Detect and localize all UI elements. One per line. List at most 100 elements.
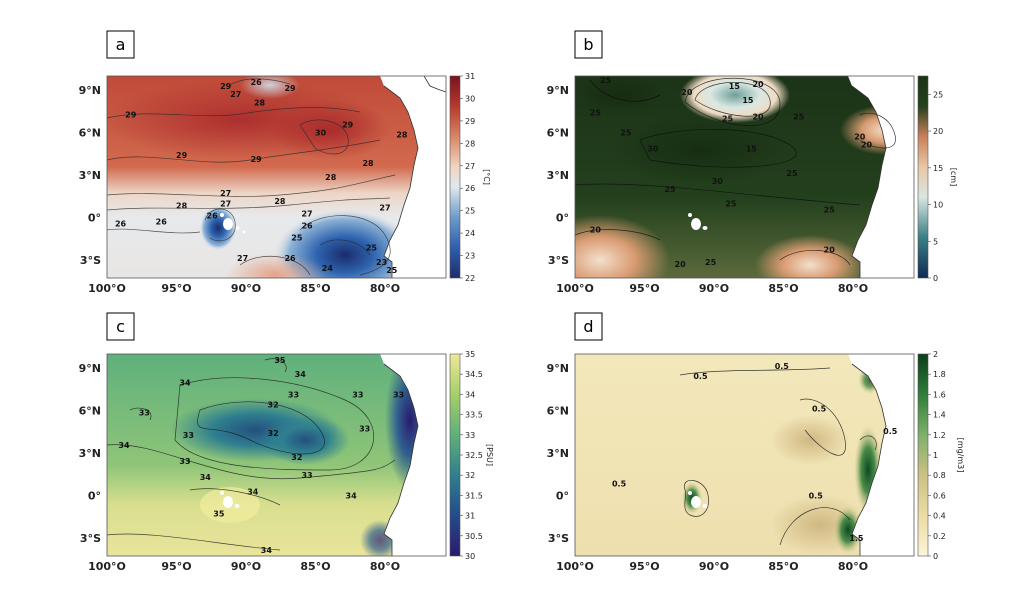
colorbar-tick-label: 1.4 [933,411,946,420]
panel-letter-box [106,312,135,341]
contour-label: 27 [220,199,231,208]
colorbar [917,75,929,279]
panel-letter: d [583,317,593,336]
contour-label: 23 [376,258,387,267]
contour-label: 0.5 [809,491,824,500]
map-field [575,354,914,556]
unit-label: [°C] [482,169,491,185]
contour-label: 20 [854,133,866,142]
lat-tick-label: 9°N [547,84,569,97]
lon-tick-label: 90°O [231,560,261,573]
contour-label: 20 [590,226,602,235]
contour-label: 30 [712,177,724,186]
contour-label: 1.5 [849,534,864,543]
contour-label: 34 [295,370,307,379]
colorbar-tick-label: 25 [465,207,475,216]
contour-label: 15 [729,82,741,91]
lon-tick-label: 100°O [88,560,126,573]
colorbar-ticks: 30 30.5 31 31.5 32 32.5 33 33.5 34 34.5 35 [460,350,483,561]
contour-label: 29 [176,151,188,160]
lat-tick-label: 0° [556,489,569,502]
colorbar-tick-label: 34.5 [465,370,483,379]
colorbar-tick-label: 32 [465,471,475,480]
contour-label: 28 [274,197,286,206]
contour-label: 34 [179,378,191,387]
colorbar-tick-label: 35 [465,350,475,359]
contour-label: 0.5 [693,372,708,381]
contour-label: 33 [352,390,363,399]
lon-tick-label: 80°O [370,560,400,573]
contour-label: 26 [251,78,263,87]
lat-tick-label: 0° [88,211,101,224]
contour-label: 28 [362,159,374,168]
lon-tick-label: 95°O [629,282,659,295]
lon-tick-label: 85°O [300,560,330,573]
panel-b: b [547,30,958,295]
colorbar-ticks: 0 5 10 15 20 25 [928,90,943,283]
contour-label: 28 [176,201,188,210]
contour-label: 26 [156,217,168,226]
lat-tick-label: 6°N [547,405,569,418]
contour-label: 35 [213,510,225,519]
lon-tick-label: 85°O [300,282,330,295]
contour-label: 25 [366,244,378,253]
colorbar-tick-label: 31 [465,512,475,521]
contour-label: 25 [705,258,717,267]
colorbar-tick-label: 30 [465,94,475,103]
colorbar-tick-label: 1.6 [933,390,946,399]
contour-label: 30 [647,145,659,154]
lon-tick-label: 100°O [556,560,594,573]
lon-ticks: 100°O 95°O 90°O 85°O 80°O [88,560,400,573]
contour-label: 33 [393,390,404,399]
contour-label: 28 [396,131,408,140]
unit-label: [mg/m3] [956,438,965,473]
colorbar-tick-label: 0.6 [933,491,946,500]
contour-label: 25 [291,234,303,243]
colorbar-tick-label: 0.8 [933,471,946,480]
lat-ticks: 9°N 6°N 3°N 0° 3°S [79,84,101,267]
contour-label: 20 [824,246,836,255]
contour-label: 33 [359,425,370,434]
contour-label: 25 [600,76,612,85]
contour-label: 33 [179,457,190,466]
contour-label: 0.5 [612,479,627,488]
contour-labels: 35 34 34 33 33 32 33 33 32 32 34 33 33 34 34 35 34 34 33 33 [118,356,404,555]
colorbar-tick-label: 31.5 [465,491,483,500]
colorbar-tick-label: 1 [933,451,938,460]
panel-letter-box [574,30,603,59]
contour-label: 27 [230,90,241,99]
contour-label: 35 [274,356,286,365]
contour-label: 27 [301,209,312,218]
contour-label: 15 [742,96,754,105]
panel-letter: a [116,35,126,54]
colorbar-tick-label: 2 [933,350,938,359]
colorbar-tick-label: 0.2 [933,532,946,541]
map-frame [574,75,915,279]
lat-tick-label: 6°N [547,127,569,140]
panel-letter-box [574,312,603,341]
colorbar-tick-label: 33 [465,431,475,440]
contour-label: 25 [620,129,632,138]
lon-tick-label: 90°O [231,282,261,295]
colorbar-tick-label: 10 [933,201,943,210]
lon-tick-label: 95°O [161,282,191,295]
contour-label: 26 [301,221,313,230]
colorbar-tick-label: 29 [465,117,475,126]
contour-label: 33 [288,390,299,399]
colorbar-tick-label: 24 [465,229,475,238]
colorbar-tick-label: 0 [933,274,938,283]
panel-letter: c [116,317,125,336]
colorbar-tick-label: 30.5 [465,532,483,541]
contour-label: 26 [207,211,219,220]
lat-tick-label: 3°S [548,254,569,267]
lon-ticks: 100°O 95°O 90°O 85°O 80°O [556,560,868,573]
lon-tick-label: 90°O [699,560,729,573]
lon-tick-label: 80°O [838,560,868,573]
contour-label: 33 [183,431,194,440]
contour-label: 32 [291,453,302,462]
lon-tick-label: 80°O [370,282,400,295]
lat-tick-label: 9°N [79,84,101,97]
colorbar [449,75,461,279]
contour-label: 26 [284,254,296,263]
